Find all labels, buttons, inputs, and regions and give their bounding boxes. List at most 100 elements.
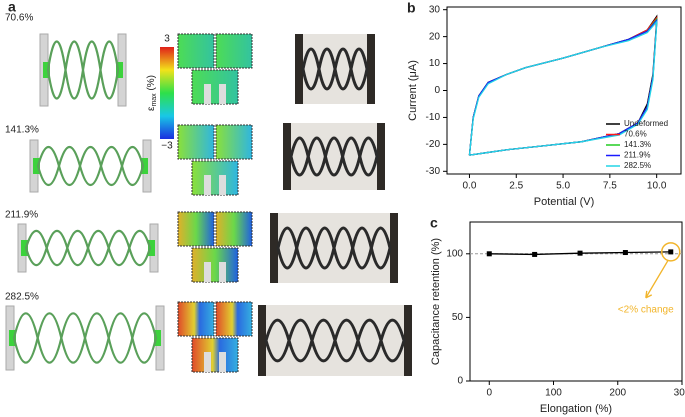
y-tick-label: 100 [446,248,463,259]
strain-map-hole [219,84,226,104]
lattice-cell [128,229,152,267]
symbol: ε [146,106,157,111]
strain-map [191,247,239,283]
photo-clamp [390,213,398,283]
lattice-cell [369,226,392,270]
x-tick-label: 7.5 [603,181,617,192]
y-tick-label: -30 [426,166,441,177]
strain-map [215,301,253,337]
point-marker [486,251,492,257]
point-marker [577,250,583,256]
legend-label: 211.9% [624,151,651,160]
colorbar [160,47,174,139]
lattice-cell [349,47,369,91]
colorbar-min: −3 [161,141,173,152]
x-tick-label: 300 [674,388,685,399]
lattice-cell [107,229,131,267]
lattice-cell [86,229,110,267]
y-tick-label: 30 [429,4,441,15]
x-tick-label: 2.5 [509,181,523,192]
x-tick-label: 200 [609,388,626,399]
lattice-cell [120,145,145,187]
pad [21,240,28,256]
lattice-cell [83,312,110,364]
strain-map-hole [204,175,211,195]
pad [141,158,148,174]
y-tick-label: 10 [429,58,441,69]
lattice-cell [107,312,134,364]
x-tick-label: 0 [486,388,492,399]
pad [154,330,161,346]
x-axis-title: Potential (V) [534,196,595,208]
strain-map-hole [219,352,226,372]
colorbar-title: εmax (%) [146,75,158,111]
lattice-cell [24,229,48,267]
pad [43,62,50,78]
pad [148,240,155,256]
strain-map [191,160,239,196]
point-marker [532,251,538,257]
strain-map [177,211,215,247]
x-tick-label: 5.0 [556,181,570,192]
y-tick-label: 50 [452,312,464,323]
strain-label: 282.5% [5,292,39,303]
panel-label: a [8,0,16,15]
legend-label: 282.5% [624,161,651,170]
lattice-cell [66,229,90,267]
y-axis-title: Current (μA) [407,60,419,121]
pad [9,330,16,346]
y-tick-label: 0 [457,376,463,387]
legend-label: 141.3% [624,140,651,149]
strain-map [191,337,239,373]
lattice-cell [131,312,158,364]
photo-clamp [270,213,278,283]
strain-map [215,33,253,69]
strain-map [215,124,253,160]
strain-map-hole [204,84,211,104]
pad [116,62,123,78]
annotation-arrow [645,260,669,299]
y-tick-label: -10 [426,112,441,123]
lattice-cell [78,145,103,187]
photo-clamp [404,305,412,376]
annotation-text: <2% change [618,305,674,316]
panel-label: c [430,215,438,231]
x-tick-label: 0.0 [463,181,477,192]
lattice-cell [99,145,124,187]
strain-map [177,301,215,337]
unit: (%) [146,75,157,93]
pad [33,158,40,174]
lattice-cell [64,40,85,100]
photo-clamp [367,34,375,104]
lattice-cell [45,229,69,267]
point-marker [668,249,674,255]
strain-map-hole [204,262,211,282]
strain-map [215,211,253,247]
x-tick-label: 10.0 [647,181,667,192]
x-axis-title: Elongation (%) [540,403,612,415]
lattice-cell [36,145,61,187]
strain-map [177,124,215,160]
strain-map-hole [204,352,211,372]
strain-label: 70.6% [5,13,33,24]
photo-clamp [295,34,303,104]
photo-clamp [258,305,266,376]
lattice-cell [60,312,87,364]
legend-label: Undeformed [624,119,668,128]
photo-clamp [377,123,385,190]
lattice-cell [57,145,82,187]
photo-clamp [283,123,291,190]
legend-label: 70.6% [624,130,647,139]
y-tick-label: 0 [434,85,440,96]
x-tick-label: 100 [545,388,562,399]
lattice-cell [46,40,67,100]
strain-map-hole [219,262,226,282]
lattice-cell [99,40,120,100]
strain-label: 211.9% [5,210,38,221]
strain-map [191,69,239,105]
strain-label: 141.3% [5,125,39,136]
y-tick-label: 20 [429,31,441,42]
strain-map [177,33,215,69]
